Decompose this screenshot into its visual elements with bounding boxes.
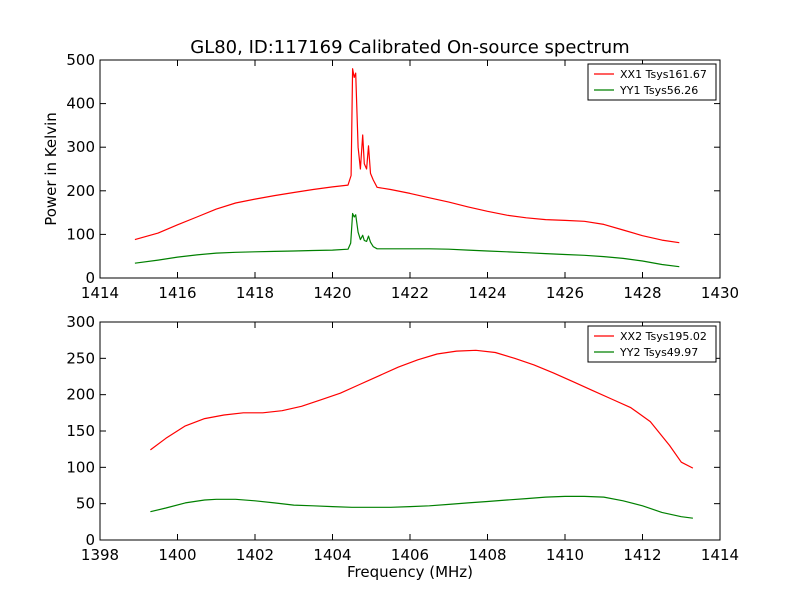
y-tick-label: 100 [66,458,95,476]
x-tick-label: 1412 [623,546,661,564]
y-tick-label: 300 [66,138,95,156]
y-axis-label: Power in Kelvin [42,112,60,226]
y-tick-label: 50 [76,495,95,513]
chart-title: GL80, ID:117169 Calibrated On-source spe… [190,37,629,58]
x-tick-label: 1402 [236,546,274,564]
y-tick-label: 300 [66,313,95,331]
x-tick-label: 1410 [546,546,584,564]
x-tick-label: 1398 [81,546,119,564]
x-tick-label: 1404 [313,546,351,564]
x-tick-label: 1418 [236,284,274,302]
y-tick-label: 0 [85,269,95,287]
x-tick-label: 1430 [701,284,739,302]
plot-frame [99,321,721,541]
series-line-yy1 [134,212,680,268]
x-tick-label: 1420 [313,284,351,302]
x-tick-label: 1414 [81,284,119,302]
x-tick-label: 1424 [468,284,506,302]
legend-box [587,63,717,101]
x-axis-label: Frequency (MHz) [347,563,473,581]
series-line-xx2 [150,349,694,469]
x-tick-label: 1428 [623,284,661,302]
axis-ticks: 1398 1400 1402 1404 1406 1408 1410 1412 1414 0 50 1… [66,313,739,564]
axis-ticks: 1414 1416 1418 1420 1422 1424 1426 1428 1430 0 100… [66,51,739,302]
y-tick-label: 0 [85,531,95,549]
bottom-spectrum-panel: Frequency (MHz) 1398 1400 1402 1404 1406 1408… [66,313,739,581]
y-tick-label: 500 [66,51,95,69]
x-tick-label: 1414 [701,546,739,564]
legend-label-xx1: XX1 Tsys161.67 [620,68,707,81]
x-tick-label: 1408 [468,546,506,564]
series-line-yy2 [150,495,693,519]
legend-label-yy2: YY2 Tsys49.97 [619,346,698,359]
y-tick-label: 200 [66,386,95,404]
plot-frame [99,59,721,279]
x-tick-label: 1416 [158,284,196,302]
x-tick-label: 1400 [158,546,196,564]
legend-box [587,325,717,363]
series-lines [134,68,680,268]
y-tick-label: 200 [66,182,95,200]
x-tick-label: 1426 [546,284,584,302]
legend-label-yy1: YY1 Tsys56.26 [619,84,698,97]
y-tick-label: 150 [66,422,95,440]
series-lines [150,349,694,519]
legend: XX2 Tsys195.02 YY2 Tsys49.97 [587,325,717,363]
y-tick-label: 400 [66,95,95,113]
y-tick-label: 250 [66,349,95,367]
x-tick-label: 1422 [391,284,429,302]
y-tick-label: 100 [66,225,95,243]
legend-label-xx2: XX2 Tsys195.02 [620,330,707,343]
series-line-xx1 [134,68,680,244]
top-spectrum-panel: GL80, ID:117169 Calibrated On-source spe… [42,37,739,302]
x-tick-label: 1406 [391,546,429,564]
legend: XX1 Tsys161.67 YY1 Tsys56.26 [587,63,717,101]
